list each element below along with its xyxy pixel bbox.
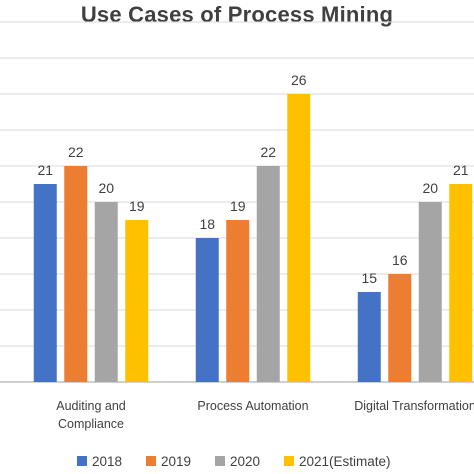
category-label: Compliance (58, 417, 124, 431)
category-label: Auditing and (56, 399, 126, 413)
data-label: 22 (68, 144, 84, 160)
data-label: 15 (361, 270, 377, 286)
data-label: 26 (291, 72, 307, 88)
bar (357, 292, 381, 382)
legend-swatch (215, 456, 225, 466)
data-label: 20 (98, 180, 114, 196)
legend-swatch (146, 456, 156, 466)
data-label: 21 (453, 162, 469, 178)
data-label: 20 (422, 180, 438, 196)
chart-title: Use Cases of Process Mining (80, 2, 394, 27)
legend-label: 2018 (92, 454, 122, 469)
bar (287, 94, 311, 382)
bar (64, 166, 88, 382)
bar (195, 238, 219, 382)
bar (449, 184, 473, 382)
data-label: 19 (230, 198, 246, 214)
bar (125, 220, 149, 382)
legend: 2018 2019 2020 2021(Estimate) (77, 454, 391, 469)
data-label: 22 (260, 144, 276, 160)
bars (33, 94, 473, 382)
bar (256, 166, 280, 382)
legend-swatch (77, 456, 87, 466)
category-label: Digital Transformation (354, 399, 474, 413)
data-label: 21 (37, 162, 53, 178)
bar (388, 274, 412, 382)
category-label: Process Automation (197, 399, 308, 413)
bar (226, 220, 250, 382)
legend-swatch (284, 456, 294, 466)
bar (33, 184, 57, 382)
data-labels: 21 22 20 19 18 19 22 26 15 16 20 21 (37, 72, 468, 286)
bar (94, 202, 118, 382)
legend-label: 2020 (230, 454, 260, 469)
category-labels: Auditing and Compliance Process Automation… (56, 399, 474, 431)
legend-label: 2021(Estimate) (299, 454, 391, 469)
bar (418, 202, 442, 382)
data-label: 18 (199, 216, 215, 232)
legend-label: 2019 (161, 454, 191, 469)
data-label: 19 (129, 198, 145, 214)
data-label: 16 (392, 252, 408, 268)
